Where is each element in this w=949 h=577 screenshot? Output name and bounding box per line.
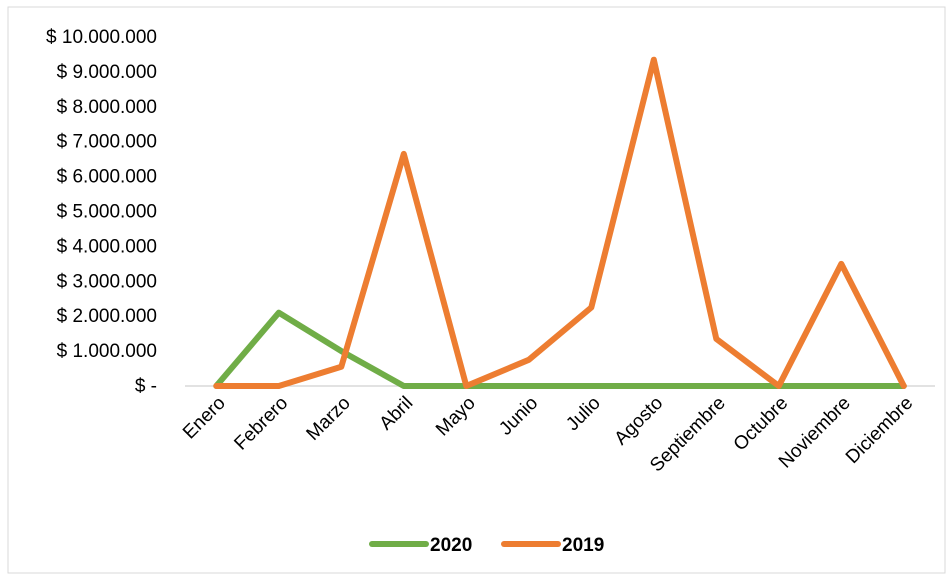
y-tick-label: $ 2.000.000 [57,306,157,327]
series-lines [213,56,907,389]
y-tick-label: $ 10.000.000 [46,27,157,48]
legend-label-2019: 2019 [562,535,604,556]
y-tick-label: $ 3.000.000 [57,271,157,292]
y-tick-label: $ 4.000.000 [57,236,157,257]
y-axis-tick-labels: $ - $ 1.000.000 $ 2.000.000 $ 3.000.000 $ 4.… [46,27,157,397]
y-tick-label: $ 1.000.000 [57,341,157,362]
y-tick-label: $ 8.000.000 [57,97,157,118]
series-line-2019 [213,56,907,389]
series-line-2020 [213,309,907,389]
y-tick-label: $ - [135,376,157,397]
chart-area-border [7,6,946,574]
y-tick-label: $ 6.000.000 [57,167,157,188]
y-tick-label: $ 9.000.000 [57,62,157,83]
legend-label-2020: 2020 [430,535,472,556]
legend: 2020 2019 [369,535,604,556]
y-tick-label: $ 5.000.000 [57,202,157,223]
y-tick-label: $ 7.000.000 [57,132,157,153]
